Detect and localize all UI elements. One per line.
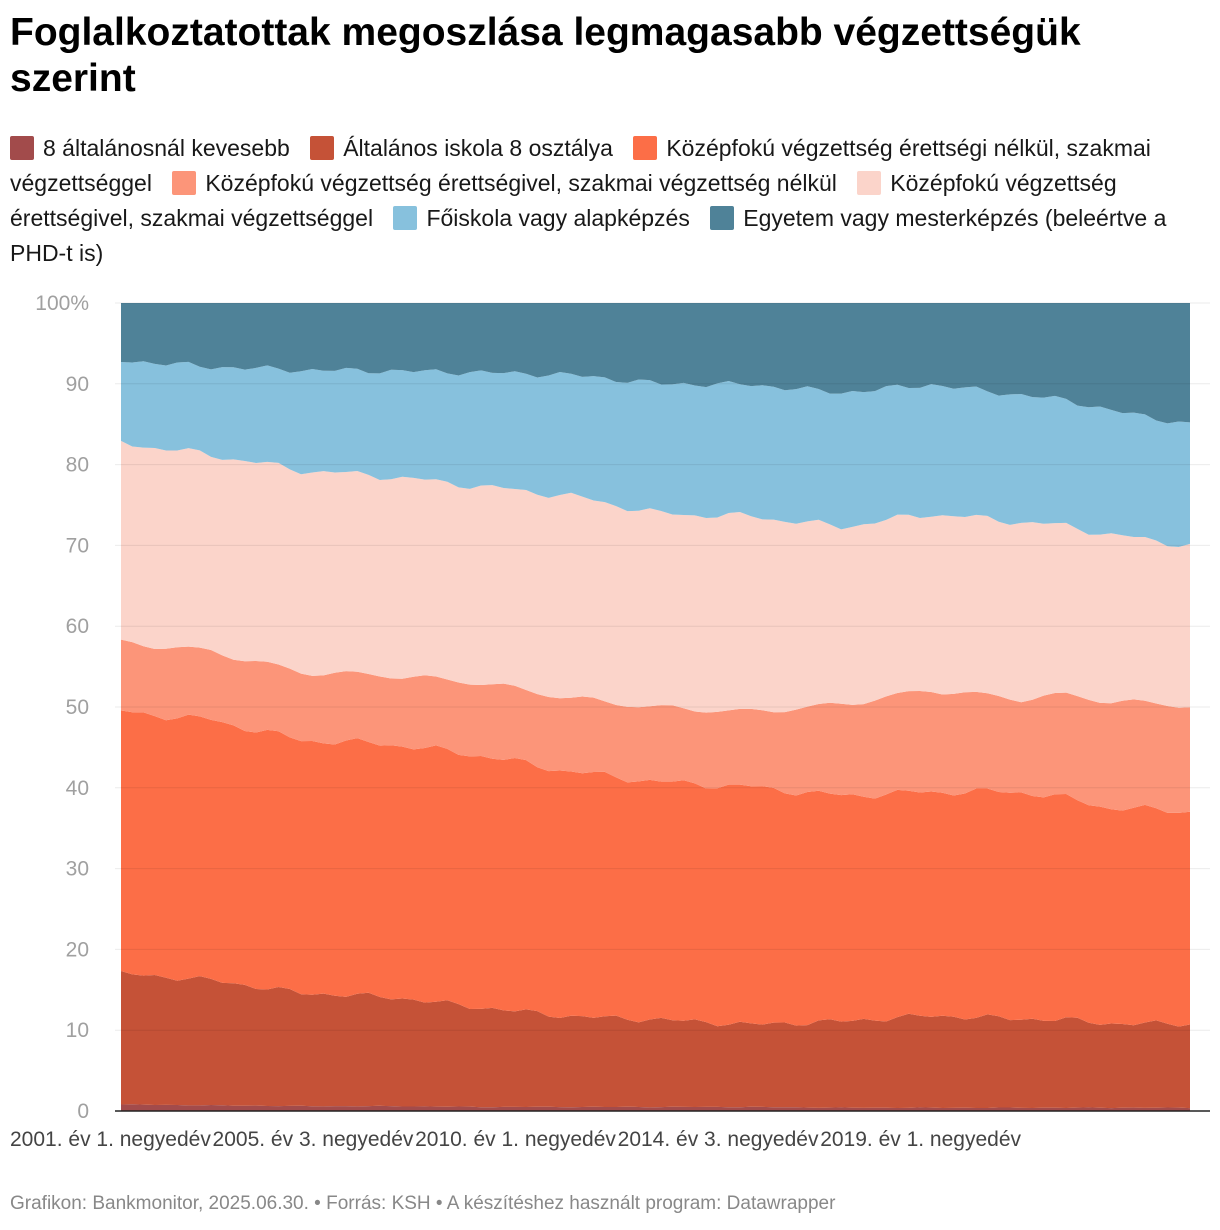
legend-swatch: [310, 136, 335, 160]
legend-swatch: [393, 206, 418, 230]
legend-swatch: [710, 206, 735, 230]
area-series-4: [121, 440, 1190, 713]
gridlines: [115, 302, 1210, 1031]
chart-title: Foglalkoztatottak megoszlása legmagasabb…: [10, 11, 1081, 100]
legend: 8 általánosnál kevesebb Általános iskola…: [10, 131, 1210, 271]
legend-item-altalanos-8: Általános iskola 8 osztálya: [310, 135, 613, 161]
area-layers: [121, 303, 1190, 1111]
x-tick-label: 2001. év 1. negyedév: [10, 1128, 211, 1151]
legend-item-foiskola: Főiskola vagy alapképzés: [393, 205, 690, 231]
stacked-area-chart: 0 10 20 30 40 50 60 70 80 90 100% 2001. év 1. negy…: [10, 292, 1210, 1151]
area-series-0: [121, 1104, 1190, 1111]
y-tick-label: 60: [66, 615, 89, 638]
y-tick-label: 0: [77, 1100, 89, 1123]
legend-label: Főiskola vagy alapképzés: [426, 205, 690, 231]
legend-swatch: [172, 171, 197, 195]
area-series-3: [121, 639, 1190, 813]
y-tick-label: 80: [66, 454, 89, 477]
legend-label: Középfokú végzettség érettségivel, szakm…: [10, 170, 1117, 231]
y-tick-label: 10: [66, 1019, 89, 1042]
legend-label: Középfokú végzettség érettségivel, szakm…: [205, 170, 837, 196]
area-series-2: [121, 710, 1190, 1027]
x-axis-ticks: 2001. év 1. negyedév 2005. év 3. negyedév…: [10, 1128, 1022, 1151]
legend-label: 8 általánosnál kevesebb: [43, 135, 290, 161]
legend-item-erettsegi-szakma-nelkul: Középfokú végzettség érettségivel, szakm…: [172, 170, 837, 196]
y-tick-label: 100%: [35, 292, 89, 315]
y-tick-label: 50: [66, 696, 89, 719]
legend-swatch: [857, 171, 882, 195]
y-tick-label: 90: [66, 373, 89, 396]
legend-item-kevesebb-8: 8 általánosnál kevesebb: [10, 135, 290, 161]
legend-item-kozepfoku-szakmai: Középfokú végzettség érettségi nélkül, s…: [10, 135, 1151, 196]
legend-item-egyetem: Egyetem vagy mesterképzés (beleértve a P…: [10, 205, 1166, 266]
x-tick-label: 2014. év 3. negyedév: [618, 1128, 819, 1151]
legend-swatch: [633, 136, 658, 160]
legend-label: Általános iskola 8 osztálya: [343, 135, 613, 161]
legend-label: Egyetem vagy mesterképzés (beleértve a P…: [10, 205, 1167, 266]
area-series-6: [121, 303, 1190, 424]
y-tick-label: 30: [66, 858, 89, 881]
legend-swatch: [10, 136, 34, 160]
x-tick-label: 2010. év 1. negyedév: [415, 1128, 616, 1151]
x-tick-label: 2005. év 3. negyedév: [213, 1128, 414, 1151]
y-axis-ticks: 0 10 20 30 40 50 60 70 80 90 100%: [35, 292, 89, 1123]
legend-item-erettsegi-szakmaval: Középfokú végzettség érettségivel, szakm…: [10, 170, 1117, 231]
x-tick-label: 2019. év 1. negyedév: [820, 1128, 1021, 1151]
area-series-5: [121, 361, 1190, 548]
y-tick-label: 40: [66, 777, 89, 800]
footer-credits: Grafikon: Bankmonitor, 2025.06.30. • For…: [10, 1193, 836, 1214]
y-tick-label: 70: [66, 534, 89, 557]
y-tick-label: 20: [66, 938, 89, 961]
legend-label: Középfokú végzettség érettségi nélkül, s…: [10, 135, 1151, 196]
area-series-1: [121, 970, 1190, 1109]
